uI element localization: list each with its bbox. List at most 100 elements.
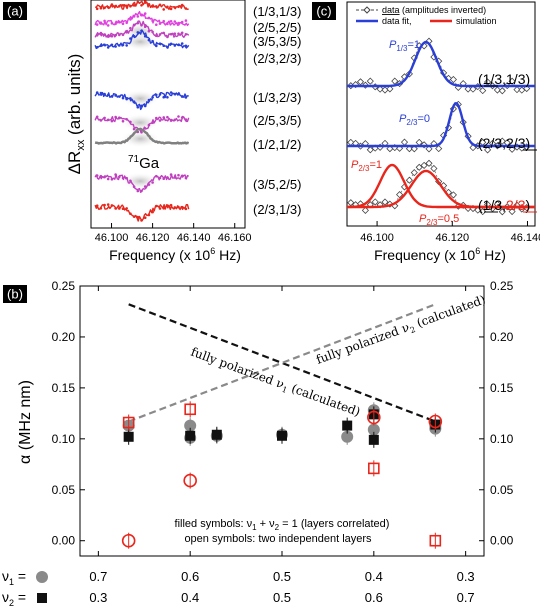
a-trace-point	[103, 203, 106, 207]
annot-v2: fully polarized ν2 (calculated)	[314, 292, 488, 368]
a-trace-point	[103, 175, 106, 179]
a-trace-point	[140, 29, 143, 33]
nu1-label: ν1 =	[2, 568, 26, 587]
c-xtick-label: 46.120	[435, 232, 469, 244]
a-trace-point	[158, 93, 162, 96]
a-trace-point	[162, 44, 165, 47]
b-nu2-tick-label: 0.7	[457, 590, 475, 605]
a-trace-glow	[120, 89, 161, 108]
a-trace-point	[118, 207, 121, 210]
legend-sim-text: simulation	[456, 16, 497, 26]
b-nu1-tick-label: 0.6	[181, 569, 199, 584]
a-trace-point	[169, 203, 173, 207]
a-trace-point	[169, 91, 173, 94]
a-trace-point	[129, 97, 132, 100]
a-trace-point	[169, 119, 173, 122]
nu2-label: ν2 =	[2, 589, 26, 606]
c-fit-curve	[347, 169, 535, 209]
a-trace-point	[129, 179, 132, 183]
b-point-filled-square	[368, 434, 379, 445]
a-trace-point	[169, 42, 173, 46]
b-nu2-tick-label: 0.4	[181, 590, 199, 605]
a-trace-point	[95, 174, 99, 177]
a-trace-point	[151, 30, 154, 34]
b-point-filled-square	[123, 431, 134, 442]
c-data-point	[425, 159, 433, 167]
b-ytick-label-left: 0.05	[52, 483, 76, 497]
b-ytick-label-right: 0.25	[490, 279, 514, 293]
a-trace-point	[158, 176, 162, 180]
b-nu2-tick-label: 0.5	[273, 590, 291, 605]
a-trace-point	[132, 4, 136, 7]
a-trace-point	[136, 0, 140, 4]
a-xtick-label: 46.100	[95, 232, 129, 244]
a-trace-point	[158, 33, 162, 36]
c-data-point	[415, 163, 423, 171]
a-trace-point	[99, 44, 103, 48]
b-ytick-label-left: 0.20	[52, 330, 76, 344]
a-trace-point	[106, 6, 110, 9]
c-data-point	[347, 138, 355, 146]
b-point-open-circle	[367, 410, 381, 425]
a-trace-point	[110, 204, 114, 207]
panel-c-x-ticks: 46.100 46.120 46.140	[360, 221, 540, 244]
c-data-point	[484, 146, 492, 154]
a-trace-point	[184, 207, 188, 211]
a-trace-point	[110, 95, 114, 98]
a-trace-glow	[120, 113, 161, 132]
panel-c-label: (c)	[316, 4, 331, 19]
a-trace-point	[162, 95, 165, 99]
a-trace-point	[106, 35, 110, 38]
a-trace-point	[169, 20, 173, 23]
c-data-point	[498, 87, 506, 95]
c-data-point	[366, 146, 374, 154]
a-trace-glow	[120, 129, 161, 148]
c-p3: P2/3=1	[351, 159, 382, 173]
c-xtick-label: 46.140	[511, 232, 540, 244]
a-trace-point	[177, 205, 180, 209]
a-trace-label: (2/5,2/5)	[253, 20, 301, 35]
a-trace-point	[136, 189, 140, 193]
a-trace-point	[155, 44, 158, 48]
c-p2: P2/3=0	[399, 113, 430, 127]
a-trace-point	[121, 22, 125, 26]
a-trace-point	[143, 25, 147, 29]
a-trace-point	[114, 173, 117, 176]
a-trace-point	[155, 5, 158, 8]
a-trace-point	[147, 29, 151, 33]
b-point-open-square	[184, 403, 196, 416]
a-trace-point	[180, 95, 184, 98]
a-trace-point	[151, 210, 154, 214]
a-trace-point	[140, 4, 143, 7]
a-trace-point	[180, 205, 184, 209]
a-trace-point	[103, 43, 106, 47]
panel-a-label-box: (a)	[3, 2, 27, 20]
a-trace-point	[177, 173, 180, 177]
ga-label: 71Ga	[128, 154, 160, 172]
a-trace-point	[147, 123, 151, 127]
b-point-open-circle	[183, 473, 197, 488]
a-trace-point	[169, 173, 173, 176]
a-trace-point	[110, 178, 114, 181]
legend-fit-text: data fit,	[382, 16, 412, 26]
a-trace-point	[99, 91, 103, 95]
a-trace-point	[114, 45, 117, 48]
c-data-point	[376, 85, 384, 93]
panel-c-data	[346, 37, 535, 216]
a-trace-point	[110, 34, 114, 38]
a-trace-point	[158, 42, 162, 45]
legend-data-marker	[363, 6, 371, 14]
c-data-point	[386, 85, 394, 93]
a-trace-point	[106, 177, 110, 181]
a-trace-point	[155, 204, 158, 208]
a-trace-point	[166, 96, 169, 99]
a-trace-point	[140, 189, 143, 193]
a-trace	[94, 0, 189, 10]
a-trace-point	[121, 176, 125, 180]
a-trace-point	[110, 3, 114, 6]
c-data-point	[361, 206, 369, 214]
b-point-filled-square	[277, 430, 287, 441]
a-trace-point	[132, 127, 136, 131]
a-trace-point	[132, 23, 136, 27]
a-trace-point	[95, 34, 99, 37]
